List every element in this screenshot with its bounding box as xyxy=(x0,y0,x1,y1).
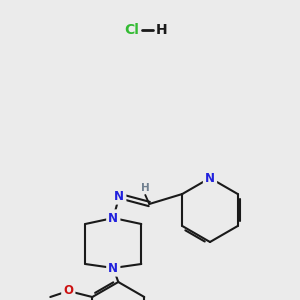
Text: Cl: Cl xyxy=(124,23,140,37)
Text: N: N xyxy=(108,212,118,224)
Text: N: N xyxy=(114,190,124,202)
Text: N: N xyxy=(108,262,118,275)
Text: H: H xyxy=(156,23,168,37)
Text: N: N xyxy=(205,172,215,184)
Text: O: O xyxy=(63,284,73,298)
Text: H: H xyxy=(141,183,150,193)
